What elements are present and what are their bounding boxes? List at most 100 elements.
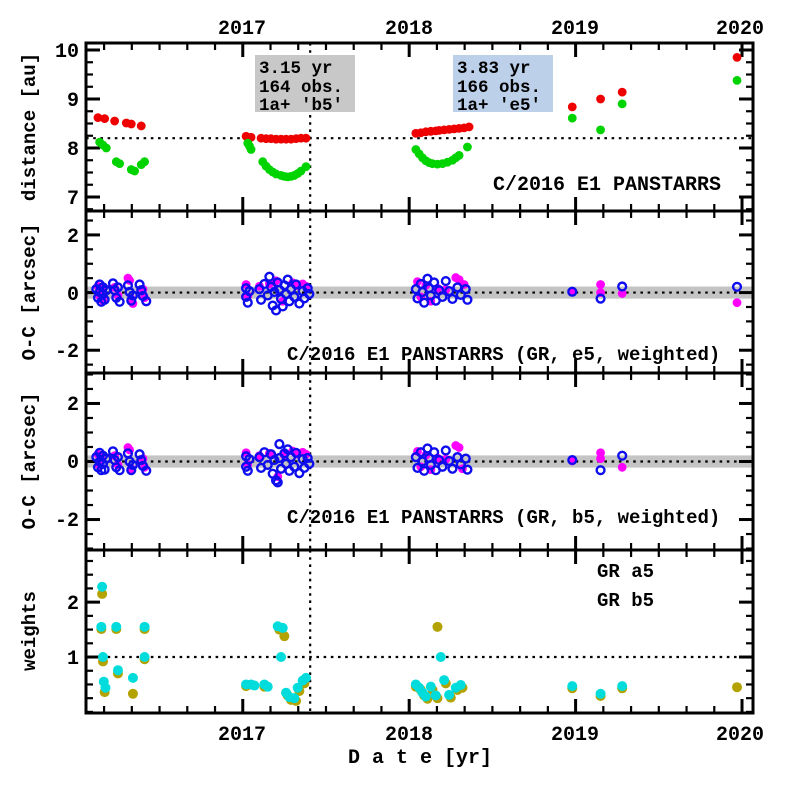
data-point xyxy=(567,454,578,466)
x-axis-title: D a t e [yr] xyxy=(348,747,492,770)
data-point xyxy=(262,681,273,692)
data-point xyxy=(567,102,577,112)
panel-oc-e5 xyxy=(84,209,755,375)
data-point xyxy=(419,465,430,476)
panel2-object-label: C/2016 E1 PANSTARRS (GR, e5, weighted) xyxy=(287,344,720,366)
data-point xyxy=(110,116,120,126)
data-point xyxy=(289,291,300,303)
legend-gr-a5: GR a5 xyxy=(597,561,654,583)
data-point xyxy=(444,286,455,297)
y-axis-titles: distance [au] O-C [arcsec] O-C [arcsec] … xyxy=(19,53,41,671)
p3-ytick-0: 0 xyxy=(67,452,79,475)
data-point xyxy=(276,652,287,663)
blue-annotation-box xyxy=(453,55,553,112)
data-point xyxy=(139,652,150,663)
data-point xyxy=(272,477,283,488)
data-point xyxy=(732,682,743,693)
data-point xyxy=(274,438,285,450)
bottom-tick-2017: 2017 xyxy=(218,724,266,747)
data-point xyxy=(289,693,300,704)
data-point xyxy=(455,459,466,470)
bottom-tick-2019: 2019 xyxy=(551,724,599,747)
bottom-tick-2020: 2020 xyxy=(716,724,764,747)
data-point xyxy=(112,665,123,676)
data-point xyxy=(412,293,423,304)
gray-annotation-box xyxy=(255,55,355,112)
data-point xyxy=(464,122,474,132)
data-point xyxy=(111,621,122,632)
y-title-oc-e5: O-C [arcsec] xyxy=(19,224,41,361)
data-point xyxy=(460,453,471,464)
data-point xyxy=(437,461,448,472)
data-point xyxy=(130,166,139,176)
data-point xyxy=(596,94,605,104)
data-point xyxy=(294,468,305,479)
legend: GR a5 GR b5 xyxy=(597,561,654,612)
data-point xyxy=(430,690,441,701)
data-point xyxy=(112,282,124,293)
data-point xyxy=(302,283,313,294)
data-point xyxy=(134,449,145,460)
data-point xyxy=(447,463,458,474)
data-point xyxy=(99,464,110,475)
series-oc-blue xyxy=(91,271,743,316)
data-point xyxy=(595,465,606,476)
data-point xyxy=(282,274,293,285)
data-point xyxy=(97,581,108,592)
data-point xyxy=(242,465,253,476)
data-point xyxy=(141,465,152,476)
panel-weights xyxy=(84,548,755,715)
data-point xyxy=(136,121,146,131)
data-point xyxy=(127,459,139,471)
gray-box-line-3: 1a+ 'b5' xyxy=(259,96,343,116)
data-point xyxy=(277,622,288,633)
data-point xyxy=(732,75,742,85)
data-point xyxy=(596,280,605,289)
data-point xyxy=(462,464,473,475)
data-point xyxy=(731,281,743,292)
data-point xyxy=(425,459,436,471)
data-point xyxy=(141,296,152,307)
panel-text-labels: C/2016 E1 PANSTARRS C/2016 E1 PANSTARRS … xyxy=(287,174,721,529)
data-point xyxy=(567,681,578,692)
p1-ytick-7: 7 xyxy=(67,188,79,211)
data-point xyxy=(447,293,458,305)
data-point xyxy=(269,454,280,466)
data-point xyxy=(264,271,275,282)
series-oc-blue xyxy=(91,438,628,488)
p4-ytick-1: 1 xyxy=(67,648,79,671)
data-point xyxy=(439,675,450,686)
gray-box-line-1: 3.15 yr xyxy=(259,59,333,79)
data-point xyxy=(100,114,110,123)
y-tick-labels: 10 9 8 7 2 0 -2 2 0 -2 2 1 xyxy=(55,41,79,671)
data-point xyxy=(304,288,315,300)
data-point xyxy=(732,52,742,62)
data-point xyxy=(595,688,606,699)
data-point xyxy=(437,291,448,303)
data-point xyxy=(100,682,111,693)
top-tick-2020: 2020 xyxy=(716,18,764,41)
data-point xyxy=(290,447,302,458)
bottom-axis-labels: 2017 2018 2019 2020 D a t e [yr] xyxy=(218,724,764,770)
data-point xyxy=(140,157,149,167)
data-point xyxy=(596,454,605,463)
data-point xyxy=(440,275,451,287)
data-point xyxy=(127,688,138,699)
data-point xyxy=(302,452,313,464)
data-point xyxy=(732,298,742,308)
data-point xyxy=(419,297,430,308)
series-weights-GR-a5 xyxy=(96,581,628,704)
data-point xyxy=(455,680,466,691)
data-point xyxy=(463,142,472,152)
data-point xyxy=(429,447,440,458)
data-point xyxy=(282,444,293,455)
top-tick-2019: 2019 xyxy=(551,18,599,41)
data-point xyxy=(127,290,139,301)
data-point xyxy=(134,279,145,290)
data-point xyxy=(279,631,290,642)
data-point xyxy=(262,459,273,471)
data-point xyxy=(249,680,260,691)
panel-frame xyxy=(84,548,755,715)
data-point xyxy=(462,294,473,305)
